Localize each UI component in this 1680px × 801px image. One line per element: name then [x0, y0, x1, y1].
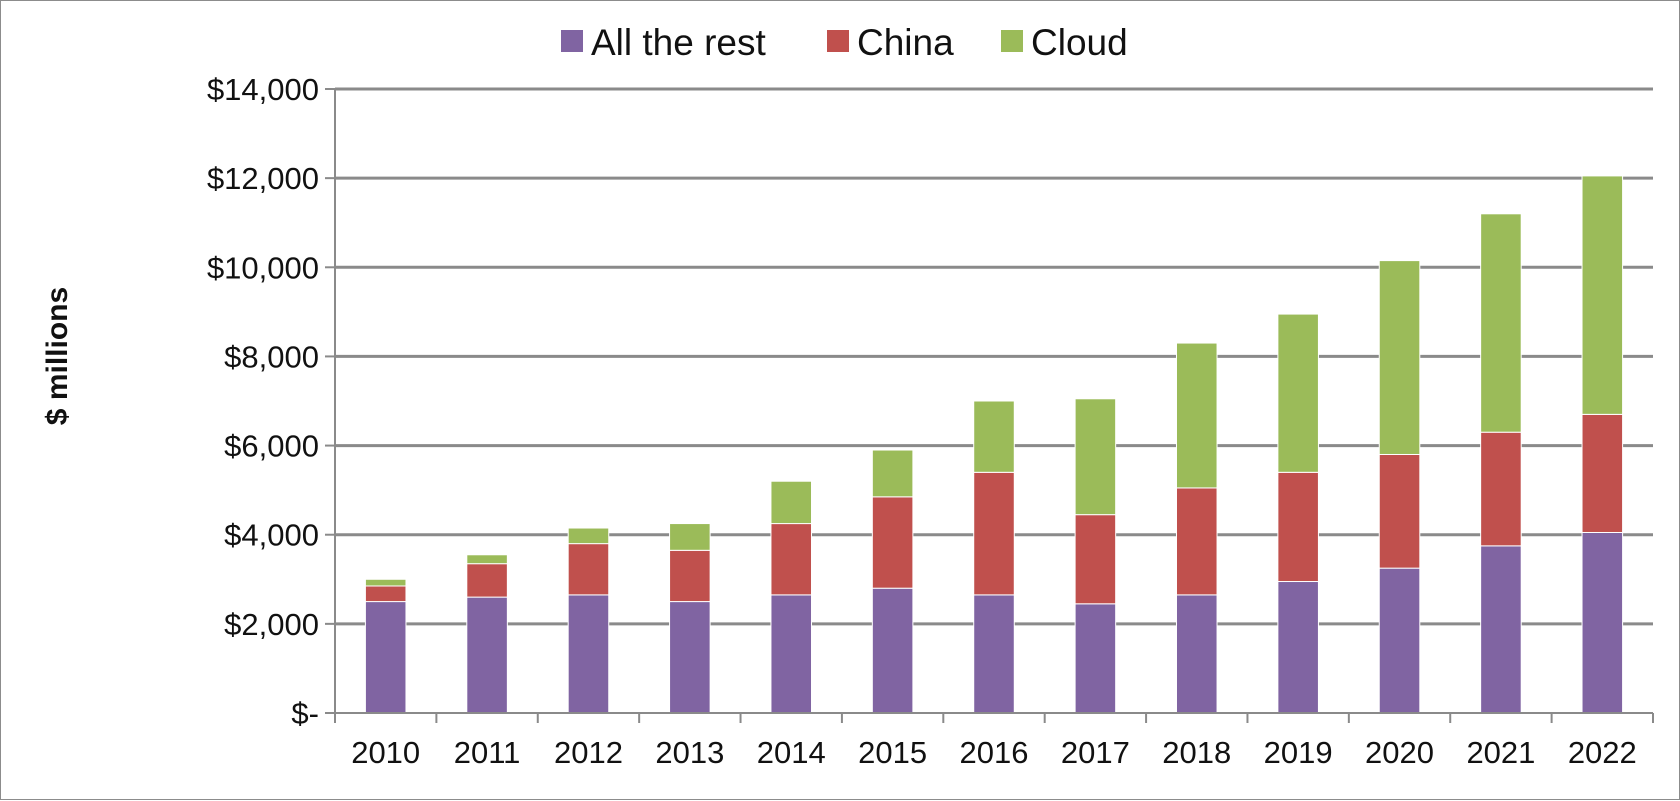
- y-tick-label: $10,000: [207, 250, 319, 285]
- bar-china-2012: [567, 543, 610, 596]
- bar-all-the-rest-2016: [973, 594, 1015, 714]
- x-tick-label: 2014: [757, 735, 826, 770]
- bar-china-2015: [871, 496, 914, 589]
- legend-label-china: China: [857, 22, 954, 63]
- bar-china-2011: [466, 563, 508, 598]
- x-tick-label: 2017: [1061, 735, 1130, 770]
- bar-china-2022: [1581, 413, 1624, 533]
- bar-china-2021: [1480, 431, 1522, 547]
- y-tick-label: $6,000: [224, 429, 319, 464]
- bar-china-2017: [1074, 514, 1117, 605]
- x-tick-label: 2016: [960, 735, 1029, 770]
- bar-cloud-2020: [1378, 260, 1421, 455]
- bar-cloud-2012: [567, 527, 610, 545]
- bar-all-the-rest-2022: [1581, 531, 1624, 714]
- bar-cloud-2015: [871, 449, 914, 498]
- bar-cloud-2010: [364, 578, 407, 587]
- bar-all-the-rest-2010: [364, 601, 407, 714]
- bar-all-the-rest-2012: [567, 594, 610, 714]
- y-tick-label: $-: [291, 696, 319, 731]
- x-tick-label: 2012: [554, 735, 623, 770]
- bar-all-the-rest-2014: [770, 594, 813, 714]
- x-tick-label: 2010: [351, 735, 420, 770]
- bar-cloud-2013: [669, 523, 711, 551]
- bar-china-2013: [669, 549, 711, 603]
- bar-china-2019: [1277, 471, 1319, 583]
- x-tick-label: 2019: [1264, 735, 1333, 770]
- bar-cloud-2011: [466, 554, 508, 565]
- bar-all-the-rest-2017: [1074, 603, 1117, 714]
- bar-all-the-rest-2020: [1378, 567, 1421, 714]
- bar-cloud-2014: [770, 480, 813, 525]
- x-tick-label: 2018: [1162, 735, 1231, 770]
- x-tick-label: 2020: [1365, 735, 1434, 770]
- bar-china-2014: [770, 523, 813, 596]
- y-tick-label: $4,000: [224, 518, 319, 553]
- bar-china-2016: [973, 471, 1015, 596]
- y-tick-label: $2,000: [224, 607, 319, 642]
- axes: [325, 88, 1654, 723]
- x-tick-label: 2022: [1568, 735, 1637, 770]
- y-tick-label: $14,000: [207, 72, 319, 107]
- legend-label-all-the-rest: All the rest: [591, 22, 767, 63]
- legend-swatch-china: [827, 30, 849, 52]
- y-tick-labels: $- $2,000 $4,000 $6,000 $8,000 $10,000 $12,000…: [207, 72, 319, 731]
- legend-swatch-cloud: [1001, 30, 1023, 52]
- bar-china-2010: [364, 585, 407, 603]
- x-tick-label: 2021: [1466, 735, 1535, 770]
- bar-cloud-2022: [1581, 175, 1624, 415]
- x-tick-labels: 2010 2011 2012 2013 2014 2015 2016 2017 2018 2019…: [351, 735, 1637, 770]
- bar-cloud-2017: [1074, 398, 1117, 516]
- legend-label-cloud: Cloud: [1031, 22, 1128, 63]
- bar-all-the-rest-2011: [466, 596, 508, 714]
- bar-china-2020: [1378, 453, 1421, 569]
- legend: All the rest China Cloud: [561, 22, 1128, 63]
- bar-all-the-rest-2021: [1480, 545, 1522, 714]
- bar-all-the-rest-2019: [1277, 581, 1319, 714]
- x-tick-label: 2015: [858, 735, 927, 770]
- bar-cloud-2018: [1175, 342, 1218, 489]
- bar-cloud-2019: [1277, 313, 1319, 473]
- legend-swatch-all-the-rest: [561, 30, 583, 52]
- bar-cloud-2021: [1480, 213, 1522, 433]
- bar-all-the-rest-2015: [871, 587, 914, 714]
- x-tick-label: 2011: [454, 735, 521, 770]
- bar-cloud-2016: [973, 400, 1015, 473]
- bar-all-the-rest-2018: [1175, 594, 1218, 714]
- x-tick-label: 2013: [655, 735, 724, 770]
- bars: [364, 175, 1624, 714]
- y-tick-label: $8,000: [224, 339, 319, 374]
- y-tick-label: $12,000: [207, 161, 319, 196]
- bar-all-the-rest-2013: [669, 601, 711, 714]
- bar-china-2018: [1175, 487, 1218, 596]
- y-axis-title: $ millions: [41, 287, 74, 425]
